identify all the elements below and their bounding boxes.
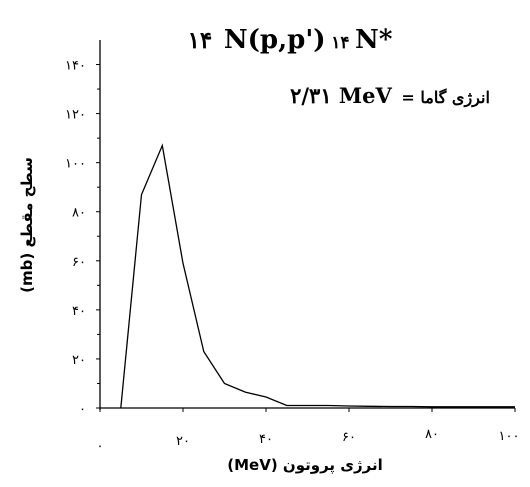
x-axis-label: انرژی پروتون (MeV): [227, 456, 383, 475]
x-tick-label: ۶۰: [342, 430, 356, 445]
chart-title: ١۴ N(p,p') ١۴ N*: [188, 25, 393, 55]
gamma-energy-annotation: ٢/٣١ MeV = انرژی گاما: [290, 83, 490, 108]
x-tick-label: ٨۰: [425, 427, 439, 442]
x-ticks: ۰ ٢۰ ۴۰ ۶۰ ٨۰ ١۰۰: [97, 408, 520, 454]
annotation-label: = انرژی گاما: [401, 88, 489, 108]
x-tick-label: ۰: [97, 439, 104, 454]
y-tick-label: ١۴۰: [65, 59, 86, 74]
x-tick-label: ٢۰: [176, 434, 190, 449]
y-tick-label: ۰: [79, 402, 86, 417]
y-tick-label: ۴۰: [72, 304, 86, 319]
title-prefix: ١۴: [188, 27, 213, 54]
y-tick-label: ١٢۰: [65, 108, 86, 123]
series-line: [120, 143, 515, 409]
annotation-value: ٢/٣١ MeV: [290, 83, 392, 108]
x-tick-label: ۴۰: [259, 432, 273, 447]
y-tick-label: ١۰۰: [65, 157, 86, 172]
title-suffix: N*: [355, 25, 393, 55]
title-mid: ١۴: [331, 33, 349, 53]
y-tick-label: ٨۰: [72, 206, 86, 221]
y-ticks: ۰ ٢۰ ۴۰ ۶۰ ٨۰ ١۰۰ ١٢۰ ١۴۰: [65, 59, 100, 417]
title-main: N(p,p'): [224, 25, 326, 55]
y-axis-label: سطح مقطع (mb): [18, 157, 36, 293]
y-tick-label: ۶۰: [72, 255, 86, 270]
x-tick-label: ١۰۰: [499, 429, 520, 444]
y-tick-label: ٢۰: [72, 353, 86, 368]
